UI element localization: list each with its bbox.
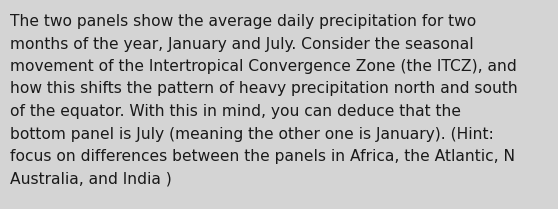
Text: of the equator. With this in mind, you can deduce that the: of the equator. With this in mind, you c…	[10, 104, 461, 119]
Text: movement of the Intertropical Convergence Zone (the ITCZ), and: movement of the Intertropical Convergenc…	[10, 59, 517, 74]
Text: months of the year, January and July. Consider the seasonal: months of the year, January and July. Co…	[10, 37, 474, 51]
Text: Australia, and India ): Australia, and India )	[10, 172, 172, 186]
Text: focus on differences between the panels in Africa, the Atlantic, N: focus on differences between the panels …	[10, 149, 515, 164]
Text: The two panels show the average daily precipitation for two: The two panels show the average daily pr…	[10, 14, 476, 29]
Text: bottom panel is July (meaning the other one is January). (Hint:: bottom panel is July (meaning the other …	[10, 126, 494, 141]
Text: how this shifts the pattern of heavy precipitation north and south: how this shifts the pattern of heavy pre…	[10, 82, 518, 97]
